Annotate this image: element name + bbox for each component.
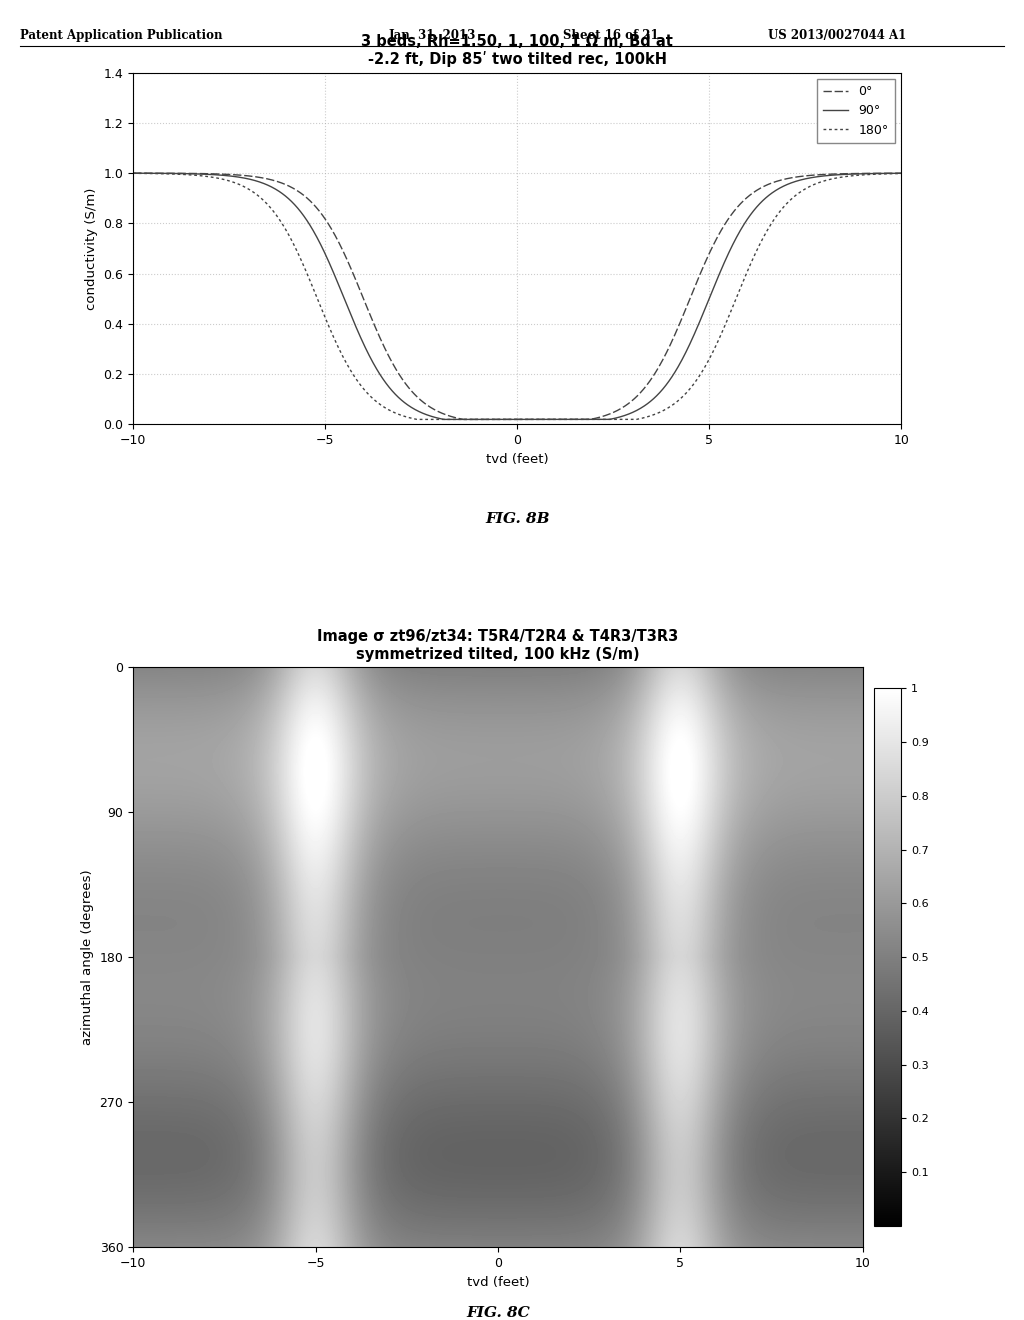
Line: 0°: 0° — [133, 173, 901, 420]
90° — [437, 412, 450, 428]
Line: 90°: 90° — [133, 173, 901, 420]
180° — [127, 165, 139, 181]
90° — [655, 383, 668, 399]
90° — [895, 165, 907, 181]
0° — [895, 165, 907, 181]
180° — [740, 265, 753, 281]
Text: FIG. 8C: FIG. 8C — [466, 1305, 529, 1320]
Text: FIG. 8B: FIG. 8B — [485, 512, 549, 525]
0° — [206, 166, 218, 182]
Y-axis label: conductivity (S/m): conductivity (S/m) — [85, 187, 98, 310]
180° — [438, 412, 451, 428]
90° — [206, 166, 218, 182]
0° — [740, 190, 753, 206]
0° — [127, 165, 139, 181]
Text: Patent Application Publication: Patent Application Publication — [20, 29, 223, 42]
180° — [466, 412, 478, 428]
0° — [437, 407, 450, 422]
90° — [438, 412, 451, 428]
180° — [412, 412, 424, 428]
Text: Jan. 31, 2013: Jan. 31, 2013 — [389, 29, 476, 42]
Title: Image σ zt96/zt34: T5R4/T2R4 & T4R3/T3R3
symmetrized tilted, 100 kHz (S/m): Image σ zt96/zt34: T5R4/T2R4 & T4R3/T3R3… — [317, 630, 679, 661]
X-axis label: tvd (feet): tvd (feet) — [485, 453, 549, 466]
Legend: 0°, 90°, 180°: 0°, 90°, 180° — [817, 79, 895, 143]
Text: US 2013/0027044 A1: US 2013/0027044 A1 — [768, 29, 906, 42]
180° — [206, 169, 218, 185]
0° — [458, 412, 470, 428]
0° — [466, 412, 478, 428]
X-axis label: tvd (feet): tvd (feet) — [467, 1275, 529, 1288]
0° — [727, 205, 739, 220]
Text: Sheet 16 of 21: Sheet 16 of 21 — [563, 29, 658, 42]
0° — [655, 355, 668, 371]
90° — [740, 213, 753, 228]
Title: 3 beds, Rh=1.50, 1, 100, 1 Ω m, Bd at
-2.2 ft, Dip 85ʹ two tilted rec, 100kH: 3 beds, Rh=1.50, 1, 100, 1 Ω m, Bd at -2… — [361, 34, 673, 67]
180° — [655, 404, 668, 420]
Y-axis label: azimuthal angle (degrees): azimuthal angle (degrees) — [81, 870, 94, 1045]
Line: 180°: 180° — [133, 173, 901, 420]
90° — [127, 165, 139, 181]
90° — [466, 412, 478, 428]
180° — [895, 165, 907, 181]
90° — [727, 236, 739, 252]
180° — [727, 298, 739, 314]
